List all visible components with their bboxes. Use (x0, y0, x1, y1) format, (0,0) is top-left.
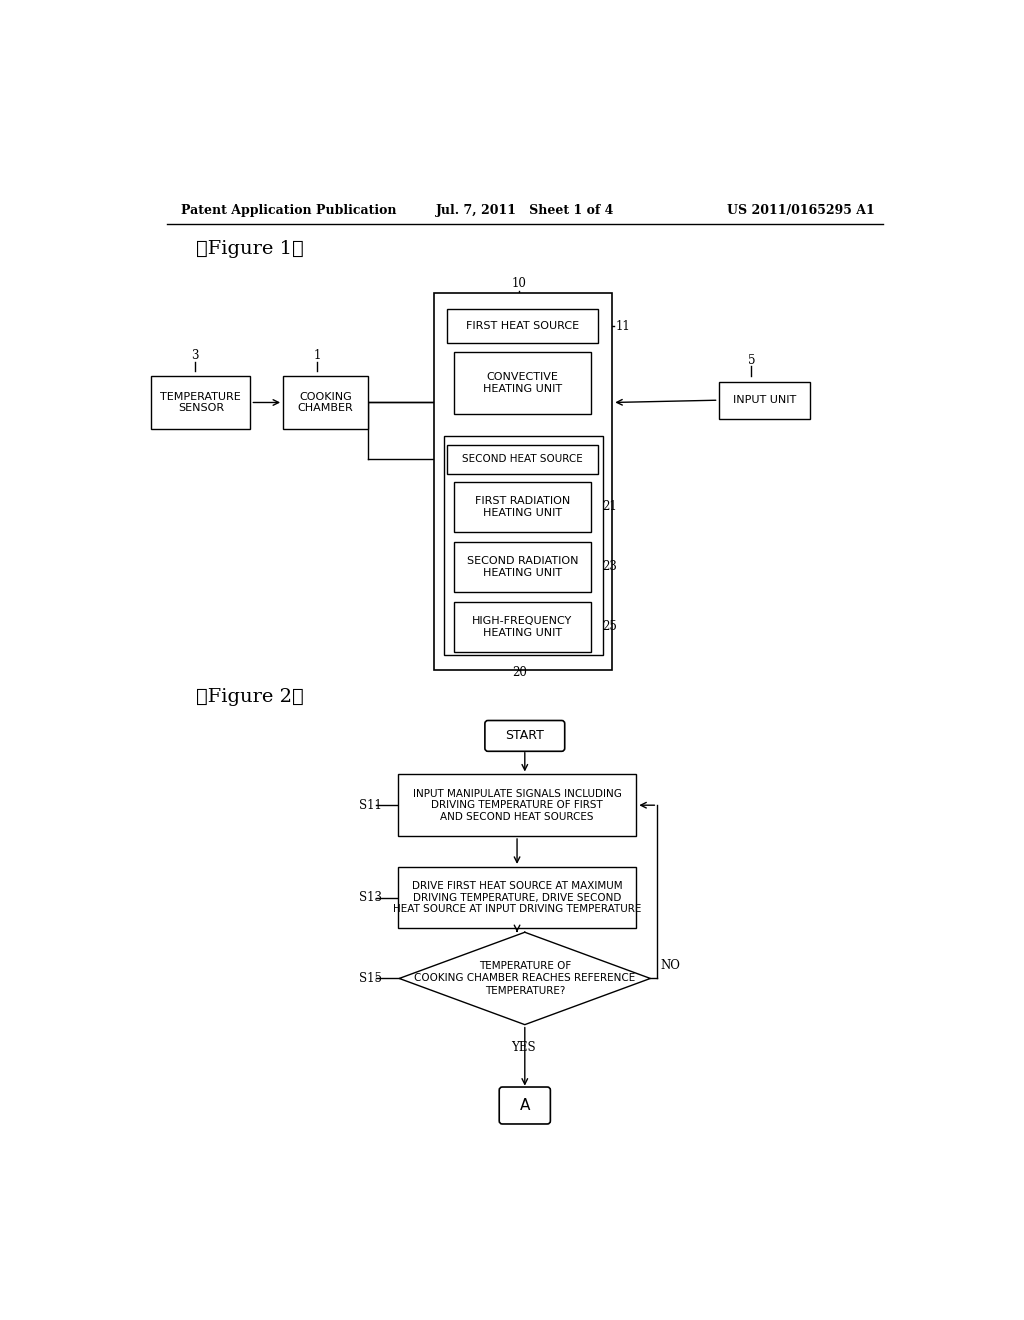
Text: COOKING CHAMBER REACHES REFERENCE: COOKING CHAMBER REACHES REFERENCE (414, 973, 636, 983)
Bar (283, 376, 369, 429)
Text: TEMPERATURE
SENSOR: TEMPERATURE SENSOR (161, 392, 242, 413)
Text: 23: 23 (602, 560, 617, 573)
Text: INPUT UNIT: INPUT UNIT (732, 395, 796, 405)
Bar (152, 376, 251, 429)
Text: S15: S15 (359, 972, 382, 985)
Text: NO: NO (660, 958, 680, 972)
Text: 5: 5 (748, 354, 756, 367)
Text: 25: 25 (602, 620, 617, 634)
Text: FIRST RADIATION
HEATING UNIT: FIRST RADIATION HEATING UNIT (475, 496, 570, 517)
Bar (454, 602, 592, 652)
Text: START: START (506, 730, 544, 742)
Text: YES: YES (511, 1041, 536, 1055)
Bar (397, 867, 636, 928)
Bar (454, 482, 592, 532)
Text: TEMPERATURE OF: TEMPERATURE OF (478, 961, 571, 972)
Text: COOKING
CHAMBER: COOKING CHAMBER (298, 392, 353, 413)
Text: 1: 1 (314, 348, 322, 362)
Text: Jul. 7, 2011   Sheet 1 of 4: Jul. 7, 2011 Sheet 1 of 4 (435, 205, 614, 218)
Bar (447, 445, 598, 474)
Text: 20: 20 (512, 667, 526, 680)
Text: CONVECTIVE
HEATING UNIT: CONVECTIVE HEATING UNIT (483, 372, 562, 395)
Text: 3: 3 (191, 348, 199, 362)
Text: HIGH-FREQUENCY
HEATING UNIT: HIGH-FREQUENCY HEATING UNIT (472, 616, 572, 638)
Text: DRIVE FIRST HEAT SOURCE AT MAXIMUM
DRIVING TEMPERATURE, DRIVE SECOND
HEAT SOURCE: DRIVE FIRST HEAT SOURCE AT MAXIMUM DRIVI… (393, 880, 641, 915)
Text: 21: 21 (602, 500, 617, 513)
Text: SECOND RADIATION
HEATING UNIT: SECOND RADIATION HEATING UNIT (467, 556, 579, 578)
Text: TEMPERATURE?: TEMPERATURE? (484, 986, 565, 995)
Bar (397, 775, 636, 836)
Text: FIRST HEAT SOURCE: FIRST HEAT SOURCE (466, 321, 580, 331)
Text: Patent Application Publication: Patent Application Publication (180, 205, 396, 218)
Bar (719, 381, 810, 418)
Polygon shape (399, 932, 650, 1024)
Bar (454, 543, 592, 591)
Bar (434, 293, 612, 671)
Bar (454, 352, 592, 414)
Text: US 2011/0165295 A1: US 2011/0165295 A1 (727, 205, 876, 218)
Text: SECOND HEAT SOURCE: SECOND HEAT SOURCE (463, 454, 584, 465)
FancyBboxPatch shape (500, 1088, 550, 1125)
Text: INPUT MANIPULATE SIGNALS INCLUDING
DRIVING TEMPERATURE OF FIRST
AND SECOND HEAT : INPUT MANIPULATE SIGNALS INCLUDING DRIVI… (413, 788, 622, 822)
Bar (447, 309, 598, 343)
FancyBboxPatch shape (485, 721, 564, 751)
Text: A: A (519, 1098, 530, 1113)
Text: 11: 11 (615, 319, 630, 333)
Text: 【Figure 1】: 【Figure 1】 (197, 240, 304, 259)
Bar (444, 436, 603, 655)
Text: S11: S11 (359, 799, 382, 812)
Text: 10: 10 (512, 277, 526, 289)
Text: S13: S13 (359, 891, 382, 904)
Text: 【Figure 2】: 【Figure 2】 (197, 689, 304, 706)
